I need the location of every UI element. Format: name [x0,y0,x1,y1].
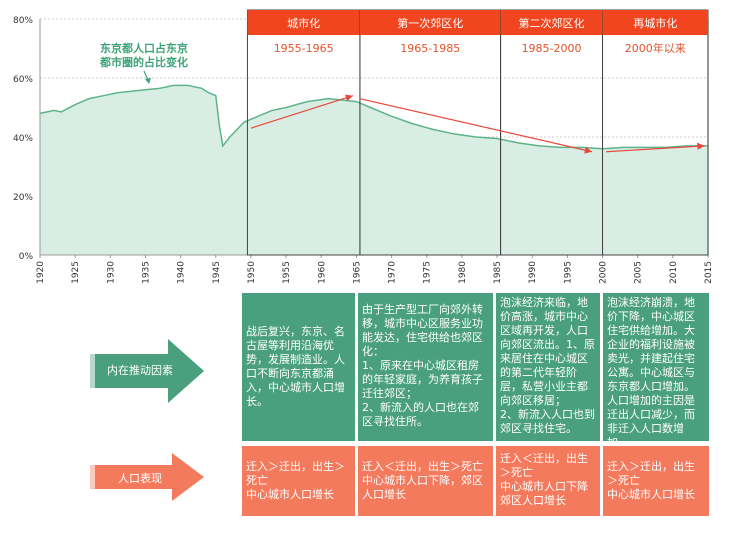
y-tick-label: 0% [19,252,34,262]
x-tick-label: 1990 [528,261,538,284]
period-years: 2000年以来 [625,41,686,55]
population-cell-3: 迁入＜迁出，出生＞死亡 中心城市人口下降郊区人口增长 [496,446,600,516]
x-tick-label: 1950 [247,261,257,284]
series-line [39,84,708,150]
x-tick-label: 1945 [212,261,222,284]
period-header-bg [602,10,708,35]
arrow-right-icon [90,339,204,403]
period-header-bg [500,10,603,35]
x-tick-label: 2015 [704,261,714,284]
drivers-row-arrow [88,337,206,405]
arrow-right-icon [90,453,204,501]
x-tick-label: 1975 [423,261,433,284]
drivers-cell-2: 由于生产型工厂向郊外转移，城市中心区服务业功能发达，住宅供给也郊区化： 1、原来… [358,293,493,441]
population-row-label: 人口表现 [118,472,162,485]
y-tick-label: 80% [13,16,33,26]
y-tick-label: 20% [13,193,33,203]
trend-arrow [250,94,354,129]
period-years: 1985-2000 [522,42,582,55]
x-tick-label: 1935 [141,261,151,284]
period-name: 再城市化 [633,16,677,30]
x-tick-label: 1960 [317,261,327,284]
population-cell-2: 迁入＜迁出，出生＞死亡 中心城市人口下降，郊区人口增长 [358,446,493,516]
population-cell-4: 迁入＞迁出，出生＞死亡 中心城市人口增长 [603,446,709,516]
annotation-pointer [143,70,149,81]
drivers-cell-3: 泡沫经济来临，地价高涨，城市中心区域再开发，人口向郊区流出。1、原来居住在中心城… [496,293,600,441]
x-tick-label: 2005 [634,261,644,284]
y-tick-label: 60% [13,75,33,85]
trend-arrow [606,142,705,153]
x-tick-label: 1955 [282,261,292,284]
drivers-cell-1: 战后复兴，东京、名古屋等利用沿海优势，发展制造业。人口不断向东京都涌入，中心城市… [242,293,355,441]
x-tick-label: 1930 [106,261,116,284]
tokyo-population-share-chart: 0% 20% 40% 60% 80% 1920 1925 1930 1935 1940 1945 19… [13,9,714,284]
x-tick-label: 1980 [458,261,468,284]
drivers-row-label: 内在推动因素 [107,364,173,377]
x-tick-label: 1965 [352,261,362,284]
population-cell-1: 迁入＞迁出，出生＞死亡 中心城市人口增长 [242,446,355,516]
period-name: 第一次郊区化 [397,16,463,30]
x-tick-label: 1985 [493,261,503,284]
x-tick-label: 1925 [71,261,81,284]
period-name: 城市化 [287,16,320,30]
trend-arrow [359,98,593,154]
x-tick-label: 1970 [388,261,398,284]
period-years: 1965-1985 [400,42,460,55]
x-tick-label: 2010 [669,261,679,284]
period-name: 第二次郊区化 [519,16,585,30]
x-tick-label: 1995 [563,261,573,284]
annotation-line-2: 都市圈的占比变化 [99,55,188,69]
area-fill [40,85,708,255]
population-row-arrow [88,452,206,502]
period-header-bg [359,10,501,35]
x-tick-label: 1940 [177,261,187,284]
annotation-pointer-head [145,78,151,84]
period-years: 1955-1965 [274,42,334,55]
drivers-cell-4: 泡沫经济崩溃，地价下降，中心城区住宅供给增加。大企业的福利设施被卖光，并建起住宅… [603,293,709,449]
x-tick-label: 2000 [599,261,609,284]
annotation-line-1: 东京都人口占东京 [100,41,188,55]
period-header-bg [247,10,360,35]
x-tick-label: 1920 [36,261,46,284]
y-tick-label: 40% [13,134,33,144]
